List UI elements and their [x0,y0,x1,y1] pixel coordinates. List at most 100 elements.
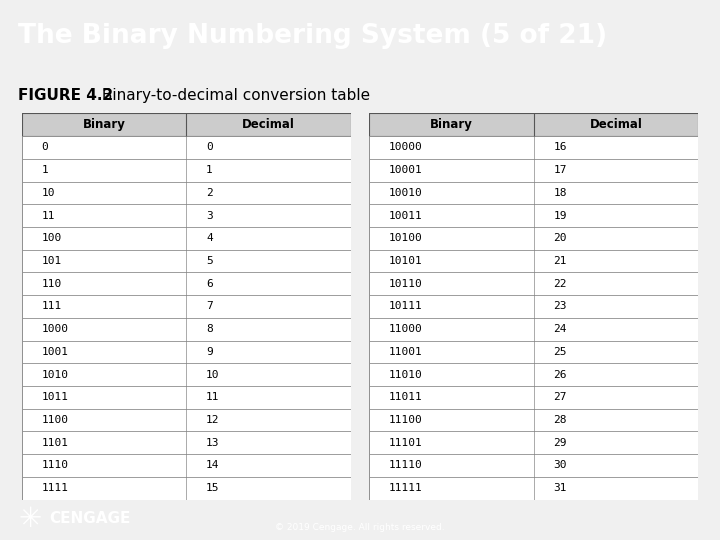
Text: 16: 16 [554,143,567,152]
Text: Binary: Binary [430,118,473,131]
Text: 13: 13 [206,438,220,448]
Text: 11011: 11011 [389,392,423,402]
Text: 1: 1 [41,165,48,175]
Bar [22,249,351,272]
Text: 10001: 10001 [389,165,423,175]
Bar [369,159,698,181]
Text: 10: 10 [41,188,55,198]
Bar [22,136,351,159]
Bar [369,363,698,386]
Text: 27: 27 [554,392,567,402]
Bar [369,386,698,409]
Text: 1111: 1111 [41,483,68,493]
Text: 10010: 10010 [389,188,423,198]
Text: 26: 26 [554,369,567,380]
Text: 8: 8 [206,324,213,334]
Bar [22,159,351,181]
Text: © 2019 Cengage. All rights reserved.: © 2019 Cengage. All rights reserved. [275,523,445,532]
Text: The Binary Numbering System (5 of 21): The Binary Numbering System (5 of 21) [18,23,607,50]
Text: 10100: 10100 [389,233,423,244]
Text: 30: 30 [554,461,567,470]
Bar [22,431,351,454]
Text: 2: 2 [206,188,213,198]
Text: 0: 0 [206,143,213,152]
Bar [22,204,351,227]
Text: 11100: 11100 [389,415,423,425]
Text: 22: 22 [554,279,567,289]
Text: 11000: 11000 [389,324,423,334]
Text: 14: 14 [206,461,220,470]
Text: 10101: 10101 [389,256,423,266]
Bar [369,454,698,477]
Text: Binary-to-decimal conversion table: Binary-to-decimal conversion table [97,87,370,103]
Bar [369,318,698,341]
Text: FIGURE 4.2: FIGURE 4.2 [18,87,113,103]
Text: 28: 28 [554,415,567,425]
Text: 1: 1 [206,165,213,175]
Text: 1010: 1010 [41,369,68,380]
Text: 1110: 1110 [41,461,68,470]
Text: 11: 11 [206,392,220,402]
Bar [369,272,698,295]
Text: 10111: 10111 [389,301,423,312]
Text: ✳: ✳ [18,505,41,533]
Bar [22,295,351,318]
Text: 4: 4 [206,233,213,244]
Bar [22,181,351,204]
Text: 11110: 11110 [389,461,423,470]
Text: 24: 24 [554,324,567,334]
Text: 1101: 1101 [41,438,68,448]
Bar [369,227,698,249]
Text: 1011: 1011 [41,392,68,402]
Text: 110: 110 [41,279,62,289]
Bar [22,386,351,409]
Text: 1100: 1100 [41,415,68,425]
Text: 5: 5 [206,256,213,266]
Text: 10000: 10000 [389,143,423,152]
Text: 3: 3 [206,211,213,221]
Bar [22,341,351,363]
Bar [369,341,698,363]
Bar [369,113,698,136]
Text: CENGAGE: CENGAGE [49,511,130,526]
Text: 18: 18 [554,188,567,198]
Text: 10110: 10110 [389,279,423,289]
Bar [369,204,698,227]
Bar [22,272,351,295]
Text: 15: 15 [206,483,220,493]
Bar [22,227,351,249]
Text: 101: 101 [41,256,62,266]
Text: 10: 10 [206,369,220,380]
Bar [369,181,698,204]
Text: Decimal: Decimal [590,118,642,131]
Text: 0: 0 [41,143,48,152]
Bar [22,454,351,477]
Bar [22,318,351,341]
Bar [369,477,698,500]
Text: 11001: 11001 [389,347,423,357]
Text: 25: 25 [554,347,567,357]
Text: 1001: 1001 [41,347,68,357]
Bar [22,363,351,386]
Text: Binary: Binary [83,118,125,131]
Bar [369,431,698,454]
Text: 11111: 11111 [389,483,423,493]
Text: Decimal: Decimal [242,118,295,131]
Text: 12: 12 [206,415,220,425]
Text: 111: 111 [41,301,62,312]
Text: 1000: 1000 [41,324,68,334]
Text: 9: 9 [206,347,213,357]
Text: 10011: 10011 [389,211,423,221]
Text: 100: 100 [41,233,62,244]
Bar [22,113,351,136]
Text: 11: 11 [41,211,55,221]
Bar [369,249,698,272]
Text: 6: 6 [206,279,213,289]
Text: 21: 21 [554,256,567,266]
Text: 31: 31 [554,483,567,493]
Text: 17: 17 [554,165,567,175]
Text: 19: 19 [554,211,567,221]
Bar [369,409,698,431]
Bar [22,477,351,500]
Bar [22,409,351,431]
